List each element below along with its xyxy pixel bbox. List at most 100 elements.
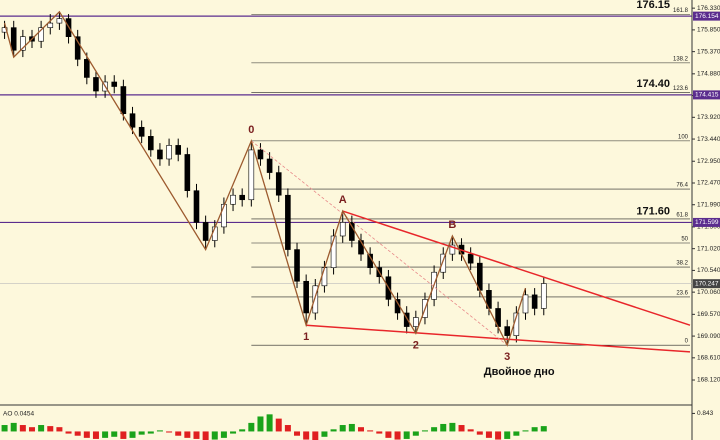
candle-body [129, 113, 136, 128]
fib-label: 76.4 [676, 183, 688, 189]
zigzag [3, 10, 527, 347]
ao-bar [111, 431, 118, 437]
ao-bar [138, 431, 145, 435]
ao-bar [531, 427, 538, 432]
ao-bar [156, 430, 163, 432]
ao-bar [248, 422, 255, 432]
candle-body [38, 27, 44, 42]
wave-label: A [339, 194, 347, 206]
ao-bar [275, 418, 282, 432]
ao-bar [513, 431, 520, 436]
candle-body [248, 149, 255, 201]
ao-bar [403, 431, 410, 439]
candle-body [157, 149, 163, 160]
level-title: 176.15 [636, 0, 670, 11]
candle-body [120, 86, 127, 114]
ao-bar [74, 431, 81, 436]
fib-label: 100 [678, 134, 689, 140]
y-tick-label: 176.330 [697, 5, 720, 12]
ao-bar [193, 431, 200, 439]
ao-bar [202, 431, 209, 440]
ao-bar [321, 431, 328, 437]
y-tick-label: 173.440 [697, 136, 720, 143]
candle-body [257, 149, 264, 160]
candle-body [202, 222, 209, 241]
candle-body [20, 36, 26, 51]
ao-bar [1, 425, 8, 432]
candle-body [138, 126, 145, 137]
candle-body [504, 326, 511, 336]
candle-body [467, 253, 474, 264]
ao-bar [239, 429, 246, 432]
ao-bar [440, 423, 447, 432]
fib-label: 0 [685, 339, 689, 345]
y-tick-label: 169.090 [697, 333, 720, 340]
trendline [306, 324, 691, 353]
trendline [251, 140, 508, 346]
ao-bar [339, 425, 346, 432]
ao-bar [230, 431, 237, 434]
ao-bar [303, 431, 310, 440]
ao-bar [47, 426, 54, 432]
candle-body [84, 59, 90, 78]
ao-bar [175, 431, 182, 436]
candle-body [239, 194, 245, 201]
ao-bar [102, 431, 109, 438]
candle-body [321, 267, 328, 287]
ao-bar [485, 431, 492, 438]
fib-label: 50 [681, 237, 688, 243]
ao-bar [458, 425, 465, 432]
y-tick-label: 171.500 [697, 224, 720, 231]
candle-body [522, 294, 529, 314]
y-tick-label: 173.920 [697, 114, 720, 121]
candle-body [230, 194, 236, 205]
candle-body [166, 145, 172, 160]
ao-bar [412, 431, 419, 436]
level-title: 171.60 [636, 205, 670, 217]
ao-bar [129, 431, 136, 438]
candle-body [339, 222, 346, 237]
ao-bar [504, 431, 511, 439]
ao-bar [10, 422, 17, 432]
candle-body [312, 285, 319, 314]
y-tick-label: 169.570 [697, 311, 720, 318]
level-tag [693, 217, 720, 227]
ao-bar [348, 423, 355, 432]
candle-body [540, 283, 547, 309]
ao-bar [83, 431, 90, 438]
candle-body [413, 317, 419, 327]
ao-bar [312, 431, 319, 440]
level-tag-label: 174.415 [695, 92, 719, 99]
ao-bar [211, 431, 218, 440]
annotation: Двойное дно [484, 366, 555, 378]
candle-body [175, 145, 182, 155]
y-tick-label: 175.850 [697, 27, 720, 34]
ao-bar [65, 431, 72, 434]
ao-bar [522, 430, 529, 432]
ao-bar [28, 427, 35, 432]
last-price-label: 170.247 [695, 280, 719, 287]
level-tag-label: 176.154 [695, 13, 719, 20]
ao-bar [330, 429, 337, 432]
candle-body [193, 190, 200, 223]
last-price-tag [693, 279, 720, 289]
ao-bar [431, 427, 438, 432]
candle-body [303, 280, 309, 314]
ao-bar [449, 422, 456, 432]
ao-bar [166, 431, 173, 433]
candle-body [403, 312, 410, 327]
wave-label: B [448, 219, 456, 231]
candle-body [440, 253, 447, 273]
candle-body [147, 136, 154, 151]
ao-bar [495, 431, 502, 440]
candle-body [93, 77, 99, 92]
ao-bar [540, 426, 547, 432]
level-tag [693, 90, 720, 100]
ao-bar [421, 430, 428, 432]
fib-label: 23.6 [676, 291, 688, 297]
candle-body [111, 81, 118, 87]
ao-bar [476, 431, 483, 435]
ao-bar [257, 416, 264, 432]
fib-label: 61.8 [676, 212, 688, 218]
